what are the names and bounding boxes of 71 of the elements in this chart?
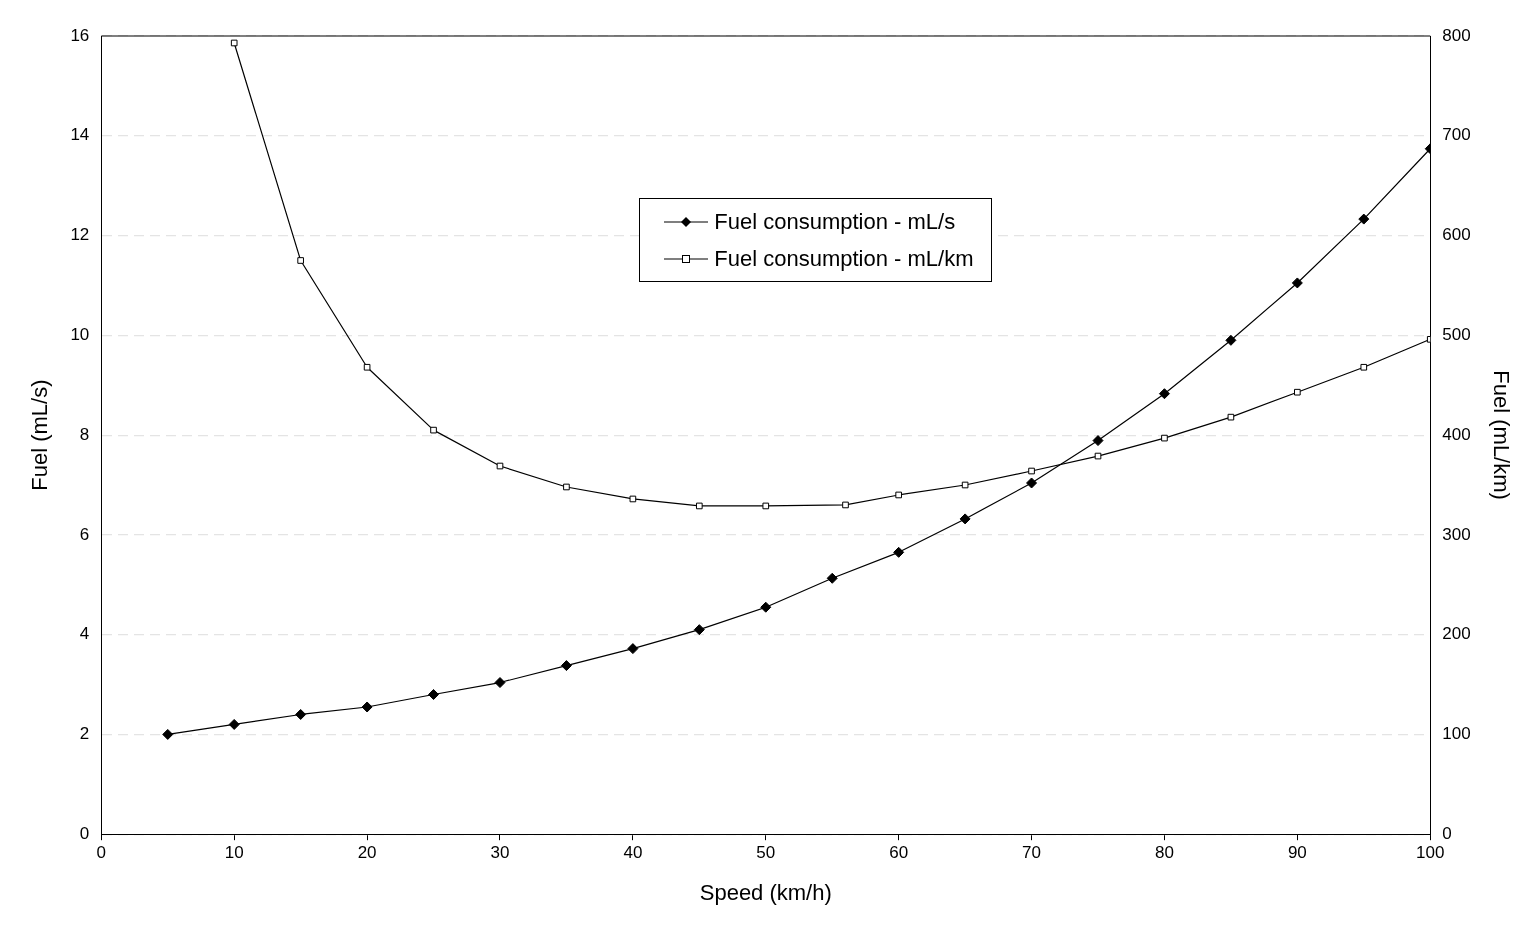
point: [826, 572, 838, 584]
point: [430, 426, 437, 434]
point: [895, 491, 902, 499]
point: [1161, 434, 1168, 442]
y-tick-label: 0: [79, 823, 90, 843]
y2-tick-label: 500: [1442, 325, 1471, 345]
point: [1360, 363, 1368, 371]
point: [1227, 413, 1235, 421]
point: [1026, 477, 1038, 489]
point: [1294, 388, 1301, 396]
y2-tick-label: 0: [1442, 823, 1452, 843]
y2-axis-title: Fuel (mL/km): [1488, 370, 1514, 500]
point: [760, 601, 772, 613]
x-tick-label: 80: [1154, 843, 1174, 863]
x-tick-label: 100: [1416, 843, 1445, 863]
point: [1092, 435, 1104, 447]
y2-tick-label: 200: [1442, 624, 1471, 644]
y-axis-title: Fuel (mL/s): [27, 379, 53, 491]
x-tick-label: 70: [1022, 843, 1042, 863]
y-tick-label: 6: [79, 524, 90, 544]
point: [496, 462, 504, 470]
y2-tick-label: 100: [1442, 724, 1471, 744]
point: [893, 546, 905, 558]
y-tick-label: 16: [70, 25, 90, 45]
point: [494, 677, 506, 689]
y2-tick-label: 400: [1442, 424, 1471, 444]
point: [1028, 467, 1035, 475]
point: [693, 624, 705, 636]
x-tick-label: 90: [1287, 843, 1307, 863]
point: [1225, 334, 1237, 346]
legend-label: Fuel consumption - mL/km: [714, 245, 974, 272]
point: [1291, 277, 1303, 289]
point: [961, 481, 969, 489]
point: [1158, 388, 1170, 400]
point: [1094, 452, 1102, 460]
legend-label: Fuel consumption - mL/s: [714, 208, 956, 235]
y-tick-label: 14: [70, 125, 90, 145]
point: [295, 708, 307, 720]
x-tick-label: 50: [756, 843, 776, 863]
point: [361, 701, 373, 713]
point: [627, 643, 639, 655]
y-tick-label: 10: [70, 325, 90, 345]
point: [842, 501, 849, 509]
point: [762, 502, 770, 510]
x-tick-label: 0: [96, 843, 107, 863]
point: [629, 495, 637, 503]
point: [363, 363, 371, 371]
x-tick-label: 10: [224, 843, 244, 863]
x-axis-title: Speed (km/h): [699, 879, 832, 905]
point: [162, 728, 174, 740]
y-tick-label: 12: [70, 225, 90, 245]
point: [230, 39, 238, 47]
y-tick-label: 4: [79, 624, 90, 644]
y2-tick-label: 300: [1442, 524, 1471, 544]
x-tick-label: 60: [889, 843, 909, 863]
point: [560, 660, 572, 672]
y-tick-label: 8: [79, 424, 90, 444]
point: [428, 689, 440, 701]
y-tick-label: 2: [79, 724, 90, 744]
x-tick-label: 20: [357, 843, 377, 863]
point: [696, 502, 703, 510]
point: [228, 718, 240, 730]
point: [297, 257, 304, 264]
y2-tick-label: 600: [1442, 225, 1471, 245]
point: [1358, 213, 1370, 225]
point: [563, 483, 570, 491]
point: [959, 513, 971, 525]
x-tick-label: 30: [490, 843, 510, 863]
y2-tick-label: 700: [1442, 125, 1471, 145]
x-tick-label: 40: [623, 843, 643, 863]
y2-tick-label: 800: [1442, 25, 1471, 45]
